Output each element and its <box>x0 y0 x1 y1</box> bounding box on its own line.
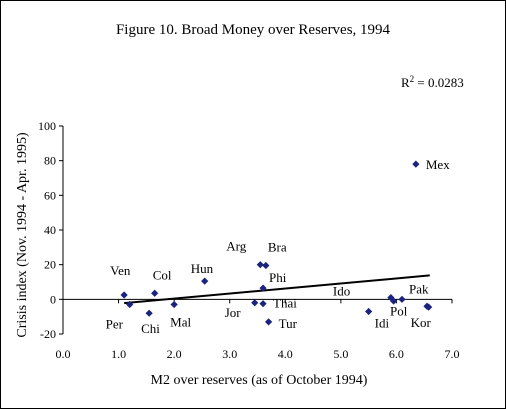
data-point-label: Arg <box>226 239 246 254</box>
data-point-label: Col <box>153 267 172 282</box>
y-tick-label: 20 <box>44 258 56 272</box>
x-tick-label: 0.0 <box>56 347 71 361</box>
data-point-marker <box>412 160 420 168</box>
x-tick-label: 7.0 <box>445 347 460 361</box>
data-point-marker <box>170 300 178 309</box>
x-tick-label: 1.0 <box>111 347 126 361</box>
data-point-marker <box>256 261 264 269</box>
y-tick-label: 80 <box>44 154 56 168</box>
y-tick-label: 100 <box>38 119 56 133</box>
data-point-label: Idi <box>375 315 390 330</box>
y-tick-label: 0 <box>50 292 56 306</box>
y-axis-label: Crisis index (Nov. 1994 - Apr. 1995) <box>15 132 30 338</box>
data-point-marker <box>259 300 267 308</box>
data-point-label: Ven <box>110 263 131 278</box>
data-point-marker <box>425 303 433 311</box>
data-point-marker <box>120 291 128 299</box>
r-squared-annotation: R2 = 0.0283 <box>401 74 464 90</box>
y-tick-label: -20 <box>40 327 56 341</box>
data-point-label: Chi <box>141 321 160 336</box>
data-point-label: Jor <box>225 305 242 320</box>
data-point-label: Tur <box>279 316 298 331</box>
data-point-label: Mex <box>426 157 450 172</box>
data-point-marker <box>365 307 373 316</box>
data-point-label: Pol <box>390 303 408 318</box>
x-tick-label: 5.0 <box>333 347 348 361</box>
data-point-label: Kor <box>411 315 432 330</box>
data-point-label: Hun <box>191 261 214 276</box>
x-tick-label: 4.0 <box>278 347 293 361</box>
x-tick-label: 3.0 <box>222 347 237 361</box>
data-point-label: Bra <box>268 240 287 255</box>
trend-line <box>124 274 430 305</box>
data-point-marker <box>390 297 398 305</box>
data-point-marker <box>387 294 395 302</box>
data-point-marker <box>251 299 259 307</box>
data-point-marker <box>126 300 134 309</box>
data-point-label: Ido <box>333 284 350 299</box>
data-point-marker <box>145 309 153 317</box>
y-tick-label: 60 <box>44 188 56 202</box>
data-point-marker <box>259 284 267 292</box>
chart-title: Figure 10. Broad Money over Reserves, 19… <box>116 22 391 38</box>
data-point-marker <box>398 295 406 303</box>
data-point-label: Mal <box>170 315 191 330</box>
data-point-label: Pak <box>409 281 429 296</box>
data-point-label: Phi <box>269 270 287 285</box>
data-point-marker <box>201 277 209 285</box>
data-point-marker <box>265 318 273 326</box>
x-tick-label: 6.0 <box>389 347 404 361</box>
x-axis-label: M2 over reserves (as of October 1994) <box>151 373 368 388</box>
data-point-label: Thai <box>273 296 297 311</box>
y-tick-label: 40 <box>44 223 56 237</box>
data-point-marker <box>262 261 270 270</box>
x-tick-label: 2.0 <box>167 347 182 361</box>
data-point-label: Per <box>106 317 124 332</box>
data-point-marker <box>151 289 159 297</box>
